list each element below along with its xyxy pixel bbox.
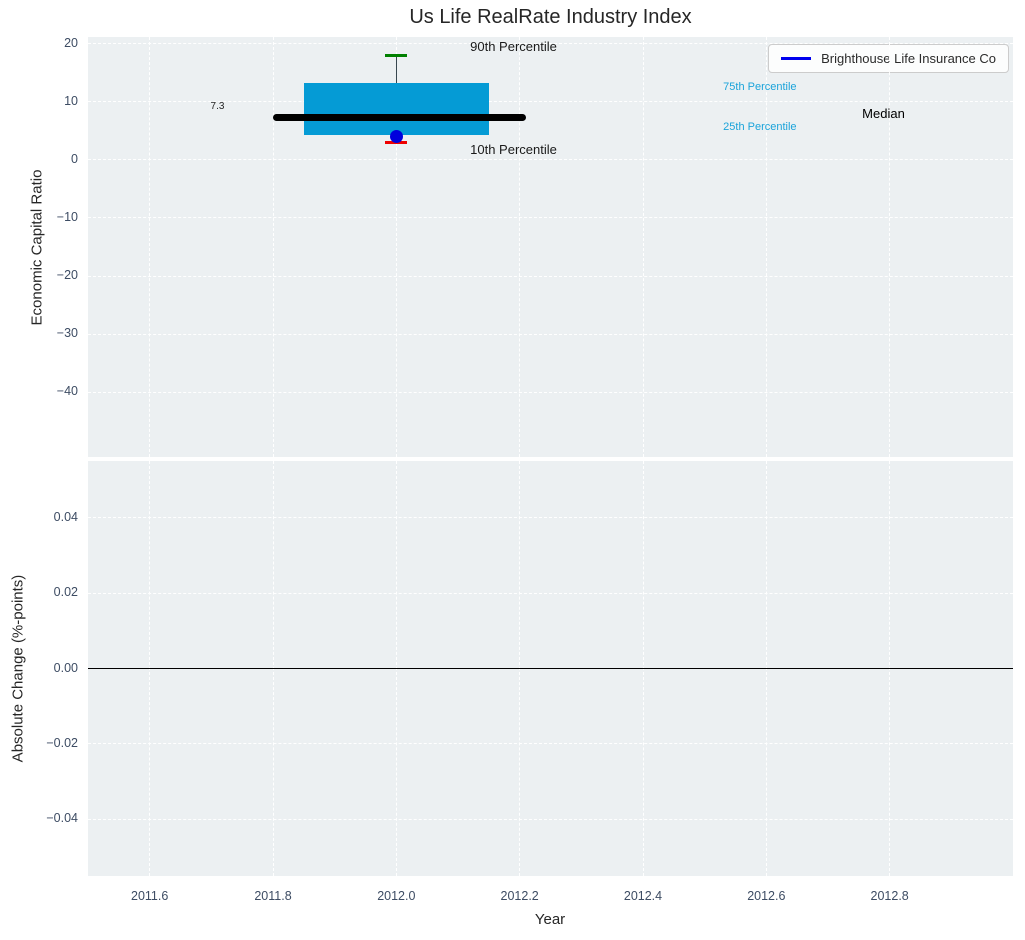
x-tick-label: 2012.2	[500, 889, 539, 903]
gridline-vertical	[889, 37, 891, 457]
y-tick-label: −20	[56, 268, 78, 282]
y-tick-label: 0	[71, 151, 78, 166]
y-tick-label: 10	[64, 93, 78, 108]
gridline-horizontal	[88, 43, 1013, 45]
annotation-75th-percentile: 75th Percentile	[723, 81, 797, 94]
y-tick-label: 0.02	[53, 585, 78, 600]
x-tick-label: 2011.6	[131, 889, 169, 903]
annotation-7-3: 7.3	[210, 100, 225, 112]
x-tick-label: 2012.4	[623, 889, 663, 903]
gridline-vertical	[149, 37, 151, 457]
y-tick-label: 0.00	[53, 660, 78, 675]
gridline-horizontal	[88, 517, 1013, 519]
legend-line-swatch	[781, 57, 812, 60]
gridline-horizontal	[88, 818, 1013, 820]
y-tick-label: −0.02	[46, 735, 78, 750]
bottom-axes-absolute-change	[88, 461, 1013, 876]
zero-baseline	[88, 667, 1013, 670]
interquartile-box	[303, 82, 489, 136]
y-tick-label: −10	[56, 209, 78, 224]
x-tick-label: 2012.6	[747, 889, 786, 903]
gridline-horizontal	[88, 743, 1013, 745]
y-tick-label: −40	[56, 384, 78, 399]
x-tick-label: 2012.8	[870, 889, 909, 903]
annotation-10th-percentile: 10th Percentile	[470, 142, 557, 158]
x-tick-label: 2011.8	[254, 889, 292, 903]
gridline-vertical	[272, 37, 274, 457]
legend: Brighthouse Life Insurance Co	[768, 44, 1009, 73]
gridline-vertical	[642, 37, 644, 457]
p90-cap	[385, 54, 408, 58]
annotation-median: Median	[862, 106, 905, 122]
y-tick-label: −30	[56, 326, 78, 341]
y-tick-label: 0.04	[53, 509, 78, 524]
y-tick-label: −0.04	[46, 811, 78, 826]
gridline-horizontal	[88, 275, 1013, 277]
chart-title: Us Life RealRate Industry Index	[409, 6, 692, 28]
x-axis-label: Year	[534, 911, 566, 928]
gridline-horizontal	[88, 101, 1013, 103]
median-line	[273, 114, 526, 122]
gridline-horizontal	[88, 333, 1013, 335]
gridline-horizontal	[88, 217, 1013, 219]
legend-label: Brighthouse Life Insurance Co	[821, 51, 996, 66]
gridline-horizontal	[88, 159, 1013, 161]
gridline-horizontal	[88, 391, 1013, 393]
annotation-25th-percentile: 25th Percentile	[723, 120, 797, 133]
company-data-point	[389, 129, 403, 143]
x-tick-label: 2012.0	[377, 889, 416, 903]
gridline-vertical	[395, 37, 397, 457]
y-axis-label-top: Economic Capital Ratio	[28, 169, 46, 326]
y-tick-label: 20	[64, 35, 78, 50]
gridline-vertical	[519, 37, 521, 457]
gridline-vertical	[765, 37, 767, 457]
top-axes-economic-capital-ratio: Brighthouse Life Insurance Co 90th Perce…	[88, 37, 1013, 457]
gridline-horizontal	[88, 592, 1013, 594]
annotation-90th-percentile: 90th Percentile	[470, 38, 557, 54]
